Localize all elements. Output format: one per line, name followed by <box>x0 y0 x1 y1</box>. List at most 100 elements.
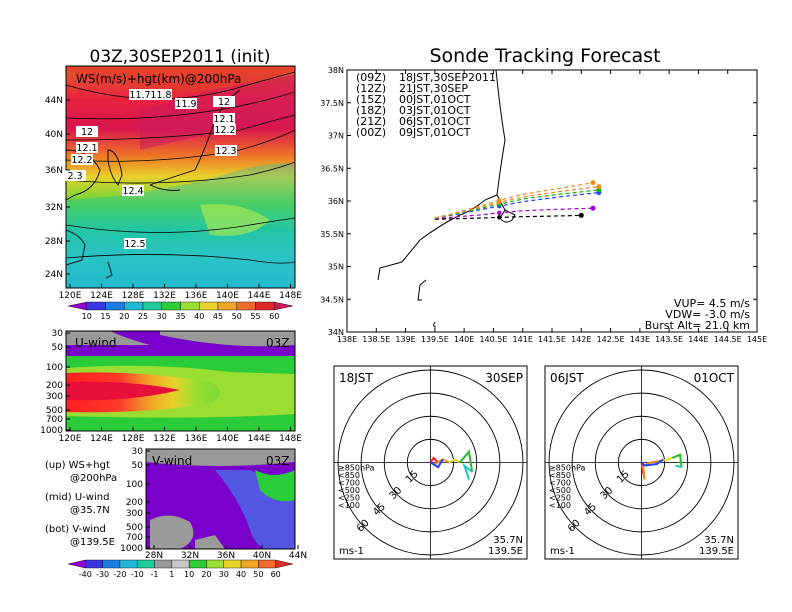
contour-label-bg <box>213 96 235 107</box>
lat-tick-label: 32N <box>45 203 63 213</box>
contour-label: 12.1 <box>213 114 234 125</box>
track-axes: 138E 138.5E 139E 139.5E 140E 140.5E 141E 141.5E… <box>320 66 767 344</box>
hodograph-legend-item: <100 <box>338 501 360 510</box>
p-tick-label: 30 <box>52 329 64 339</box>
x-tick-label: 143E <box>630 335 650 344</box>
hodograph-time-label: 18JST <box>339 371 373 385</box>
lon-tick-label: 120E <box>59 434 82 444</box>
lat-tick-label: 28N <box>45 237 63 247</box>
x-tick-label: 138E <box>337 335 357 344</box>
p-tick-label: 300 <box>126 509 143 519</box>
contour-label-bg <box>215 145 237 156</box>
hodograph-segment <box>641 460 661 480</box>
contour-label-bg <box>122 185 144 196</box>
v-colorbar: -40 -30 -20 -10 -1 1 10 20 30 40 50 60 <box>67 559 294 579</box>
colorbar-tick-label: 30 <box>219 570 229 579</box>
colorbar-swatch <box>275 559 294 569</box>
y-tick-label: 38N <box>328 66 344 75</box>
hodograph-unit: ms-1 <box>339 546 364 557</box>
x-tick-label: 140.5E <box>479 335 507 344</box>
panel-legend-text: (up) WS+hgt @200hPa (mid) U-wind @35.7N … <box>45 460 117 548</box>
lon-tick-label: 128E <box>122 291 145 301</box>
burst-annotation: Burst Alt= 21.0 km <box>645 319 750 332</box>
track-series <box>434 180 602 220</box>
p-tick-label: 50 <box>132 461 144 471</box>
hodograph-lon: 139.5E <box>488 546 523 557</box>
colorbar-tick-label: 25 <box>138 312 148 321</box>
hodograph-segment <box>462 462 473 480</box>
v-wind-label: V-wind <box>152 454 192 468</box>
lon-tick-label: 136E <box>185 291 208 301</box>
hodograph-legend-item: <500 <box>549 486 571 495</box>
p-tick-label: 200 <box>46 381 63 391</box>
legend-series-label: 21JST,30SEP <box>399 82 468 95</box>
contour-label-bg <box>124 238 146 249</box>
contour-label: 12 <box>81 127 93 138</box>
p-tick-label: 1000 <box>120 544 143 554</box>
track-point-end <box>590 205 596 211</box>
x-tick-label: 141E <box>513 335 533 344</box>
colorbar-tick-label: -40 <box>79 570 92 579</box>
contour-label-bg <box>71 154 93 165</box>
lon-tick-label: 128E <box>122 434 145 444</box>
colorbar-tick-label: 45 <box>213 312 223 321</box>
lon-ticks-top-left: 120E 124E 128E 132E 136E 140E 144E 148E <box>59 284 302 301</box>
track-point-end <box>578 212 584 218</box>
colorbar-swatch <box>199 301 219 311</box>
hodograph-legend-item: <250 <box>549 494 571 503</box>
x-tick-label: 142E <box>571 335 591 344</box>
legend-series-label: 18JST,30SEP2011 <box>399 71 496 84</box>
x-tick-label: 144E <box>688 335 708 344</box>
x-tick-label: 144.5E <box>714 335 742 344</box>
colorbar-tick-label: 60 <box>269 312 279 321</box>
hodograph-lat: 35.7N <box>704 535 734 546</box>
legend-up: (up) WS+hgt <box>45 460 110 471</box>
colorbar-tick-label: -20 <box>113 570 126 579</box>
lat-tick-label: 24N <box>45 270 63 280</box>
colorbar-swatch <box>180 301 200 311</box>
colorbar-tick-label: 40 <box>236 570 246 579</box>
hodograph-legend-item: <850 <box>549 471 571 480</box>
x-tick-label: 142.5E <box>597 335 625 344</box>
x-tick-label: 143.5E <box>655 335 683 344</box>
p-tick-label: 700 <box>126 533 143 543</box>
lon-tick-label: 120E <box>59 291 82 301</box>
contour-label: 12.5 <box>124 239 145 250</box>
colorbar-swatch <box>188 559 207 569</box>
p-tick-label: 30 <box>132 447 144 457</box>
contour-label: 12.4 <box>122 186 143 197</box>
hodograph-lon: 139.5E <box>699 546 734 557</box>
contour-label: 11.7 <box>129 90 150 101</box>
p-tick-label: 100 <box>46 363 63 373</box>
lat-tick-label: 28N <box>145 551 163 561</box>
colorbar-swatch <box>274 301 294 311</box>
colorbar-swatch <box>67 301 87 311</box>
x-tick-label: 140E <box>454 335 474 344</box>
lon-tick-label: 132E <box>153 291 176 301</box>
x-tick-label: 139.5E <box>421 335 449 344</box>
colorbar-swatch <box>240 559 259 569</box>
colorbar-swatch <box>142 301 162 311</box>
legend-series-label: 00JST,01OCT <box>399 93 471 106</box>
hodograph-segment <box>640 458 664 467</box>
hodograph-legend-item: <250 <box>338 494 360 503</box>
lon-tick-label: 124E <box>90 291 113 301</box>
y-tick-label: 36.5N <box>320 164 344 173</box>
contour-label: 12.3 <box>215 146 236 157</box>
colorbar-tick-label: 20 <box>119 312 129 321</box>
contour-label-bg <box>213 113 235 124</box>
hodograph-legend-item: <700 <box>338 479 360 488</box>
legend-series-label: 03JST,01OCT <box>399 104 471 117</box>
x-tick-label: 141.5E <box>538 335 566 344</box>
colorbar-swatch <box>161 301 181 311</box>
hodograph-date-label: 01OCT <box>694 371 735 385</box>
x-tick-label: 138.5E <box>362 335 390 344</box>
hodograph-legend-item: <500 <box>338 486 360 495</box>
track-point-end <box>590 180 596 186</box>
hodograph-segment <box>459 449 474 472</box>
p-tick-label: 200 <box>126 498 143 508</box>
